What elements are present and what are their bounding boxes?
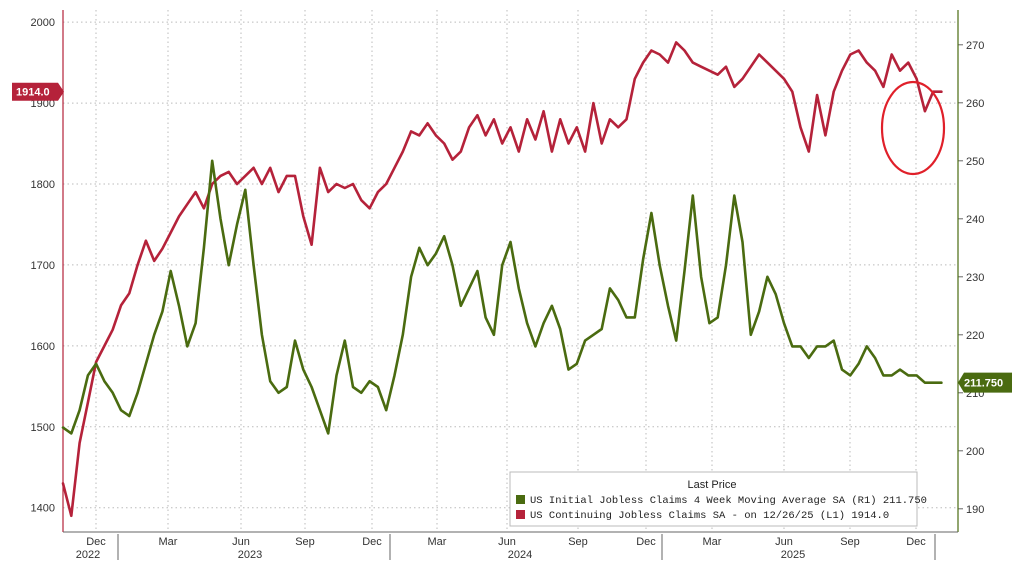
right-tick-label: 190 xyxy=(966,504,984,516)
x-tick-label: Sep xyxy=(295,536,315,548)
legend-swatch-initial-claims xyxy=(516,495,525,504)
left-tick-label: 1400 xyxy=(31,503,55,515)
left-tick-label: 1800 xyxy=(31,179,55,191)
x-tick-label: Sep xyxy=(840,536,860,548)
x-tick-label: Jun xyxy=(232,536,250,548)
x-tick-label: Jun xyxy=(498,536,516,548)
left-tick-label: 1600 xyxy=(31,341,55,353)
right-tick-label: 270 xyxy=(966,40,984,52)
year-label: 2023 xyxy=(238,549,262,561)
left-last-value-text: 1914.0 xyxy=(16,87,50,99)
legend-swatch-continuing-claims xyxy=(516,510,525,519)
right-tick-label: 250 xyxy=(966,156,984,168)
x-tick-label: Dec xyxy=(86,536,106,548)
legend-box: Last Price US Initial Jobless Claims 4 W… xyxy=(509,471,927,527)
right-tick-label: 220 xyxy=(966,330,984,342)
left-last-value-tag: 1914.0 xyxy=(12,82,64,101)
right-tick-label: 200 xyxy=(966,446,984,458)
year-label: 2025 xyxy=(781,549,805,561)
series-line-initial-claims xyxy=(61,159,943,435)
right-tick-label: 230 xyxy=(966,272,984,284)
x-tick-label: Mar xyxy=(428,536,447,548)
x-tick-label: Dec xyxy=(906,536,926,548)
right-tick-label: 260 xyxy=(966,98,984,110)
x-tick-label: Mar xyxy=(159,536,178,548)
right-last-value-tag: 211.750 xyxy=(958,372,1012,393)
highlight-ellipse xyxy=(880,80,946,176)
axes: 1400150016001700180019002000190200210220… xyxy=(31,10,984,561)
left-tick-label: 2000 xyxy=(31,17,55,29)
right-tick-label: 240 xyxy=(966,214,984,226)
last-value-tags: 1914.0 211.750 xyxy=(12,82,1012,393)
series-layer xyxy=(61,41,943,518)
x-tick-label: Sep xyxy=(568,536,588,548)
annotation-layer xyxy=(880,80,946,176)
legend-frame xyxy=(509,471,918,527)
left-tick-label: 1700 xyxy=(31,260,55,272)
legend-entry-continuing-claims: US Continuing Jobless Claims SA - on 12/… xyxy=(530,510,889,522)
left-tick-label: 1500 xyxy=(31,422,55,434)
x-tick-label: Mar xyxy=(703,536,722,548)
year-label: 2022 xyxy=(76,549,100,561)
legend-title: Last Price xyxy=(688,479,737,491)
year-label: 2024 xyxy=(508,549,532,561)
left-tick-label: 1900 xyxy=(31,98,55,110)
x-tick-label: Jun xyxy=(775,536,793,548)
legend-entry-initial-claims: US Initial Jobless Claims 4 Week Moving … xyxy=(530,495,927,507)
x-tick-label: Dec xyxy=(362,536,382,548)
x-tick-label: Dec xyxy=(636,536,656,548)
right-last-value-text: 211.750 xyxy=(964,378,1003,390)
